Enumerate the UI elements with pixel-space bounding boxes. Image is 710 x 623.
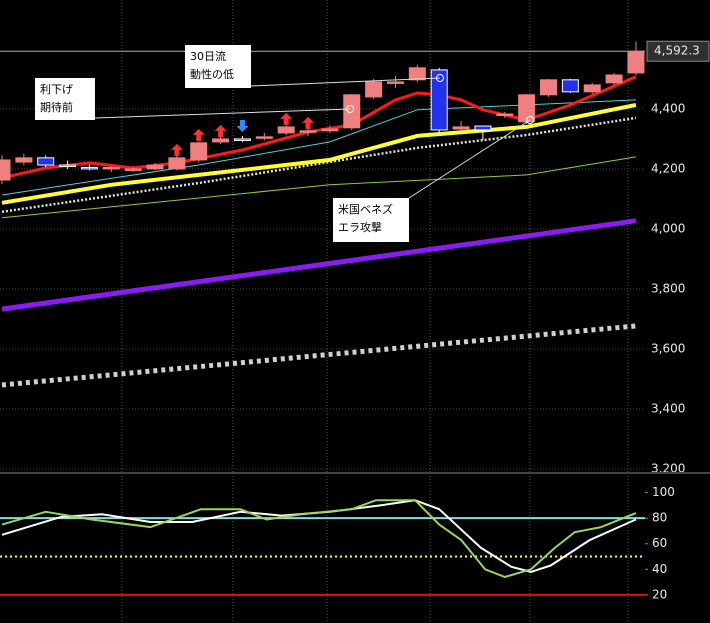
oscillator-line (1, 499, 637, 578)
candle-body (146, 164, 164, 170)
y-tick-label: 20 (652, 587, 667, 601)
annotation-marker (526, 116, 534, 124)
candle-body (37, 157, 55, 166)
candle-body (365, 81, 383, 98)
annotation-text: 米国ベネズ (338, 202, 393, 216)
oscillator-line (1, 499, 637, 573)
signal-arrow (302, 116, 315, 129)
candle-body (277, 126, 295, 134)
candle-body (496, 113, 514, 117)
annotation-pointer (94, 108, 351, 119)
candle-body (386, 81, 404, 84)
annotation-text: 30日流 (190, 49, 226, 63)
candle-body (321, 128, 339, 132)
y-tick-label: 4,000 (651, 221, 685, 235)
annotation-pointer (250, 77, 441, 87)
moving-average-line (1, 218, 637, 312)
candle-body (59, 164, 77, 168)
candle-body (212, 138, 230, 143)
y-tick-label: 4,200 (651, 161, 685, 175)
candle-body (190, 142, 208, 161)
y-tick-label: 3,800 (651, 281, 685, 295)
y-tick-label: 3,600 (651, 341, 685, 355)
annotation-box (185, 45, 251, 88)
y-tick-label: 40 (652, 562, 667, 576)
annotation-box (333, 198, 409, 242)
signal-arrow (192, 128, 205, 141)
annotation-marker (436, 74, 444, 82)
signal-arrow (214, 124, 227, 137)
candle-body (605, 74, 623, 84)
candle-body (474, 125, 492, 131)
annotation-pointer (408, 119, 531, 199)
annotation-text: 利下げ (40, 83, 73, 96)
last-price-box (646, 40, 710, 62)
signal-arrow (170, 143, 183, 156)
y-tick-label: 80 (652, 511, 667, 525)
annotation-text: 期待前 (40, 100, 73, 114)
candle-body (168, 157, 186, 170)
candle-body (408, 67, 426, 81)
y-tick-label: 60 (652, 536, 667, 550)
moving-average-line (1, 323, 637, 388)
candle-body (80, 166, 98, 170)
y-tick-label: 3,400 (651, 401, 685, 415)
candle-body (0, 159, 11, 181)
annotation-box (35, 78, 95, 120)
annotation-text: 動性の低 (190, 67, 234, 81)
moving-average-line (1, 116, 637, 214)
candle-body (102, 166, 120, 170)
candle-body (540, 79, 557, 96)
y-tick-label: 4,400 (651, 101, 685, 115)
candle-body (583, 84, 601, 93)
moving-average-line (1, 156, 636, 219)
panel-background (0, 472, 710, 623)
annotation-text: エラ攻撃 (338, 220, 382, 234)
candle-body (255, 136, 273, 139)
signal-arrow (280, 112, 293, 125)
candle-body (430, 69, 448, 131)
candle-body (299, 130, 317, 133)
annotation-marker (346, 105, 354, 113)
candle-body (124, 168, 142, 171)
candle-body (452, 126, 470, 130)
last-price-label: 4,592.3 (654, 44, 700, 58)
candle-body (343, 94, 361, 129)
candle-body (233, 138, 251, 141)
y-tick-label: 100 (652, 485, 675, 499)
moving-average-line (1, 103, 637, 205)
candle-body (561, 79, 579, 93)
signal-arrow (236, 120, 249, 132)
candle-body (627, 50, 645, 74)
candle-body (15, 157, 33, 163)
